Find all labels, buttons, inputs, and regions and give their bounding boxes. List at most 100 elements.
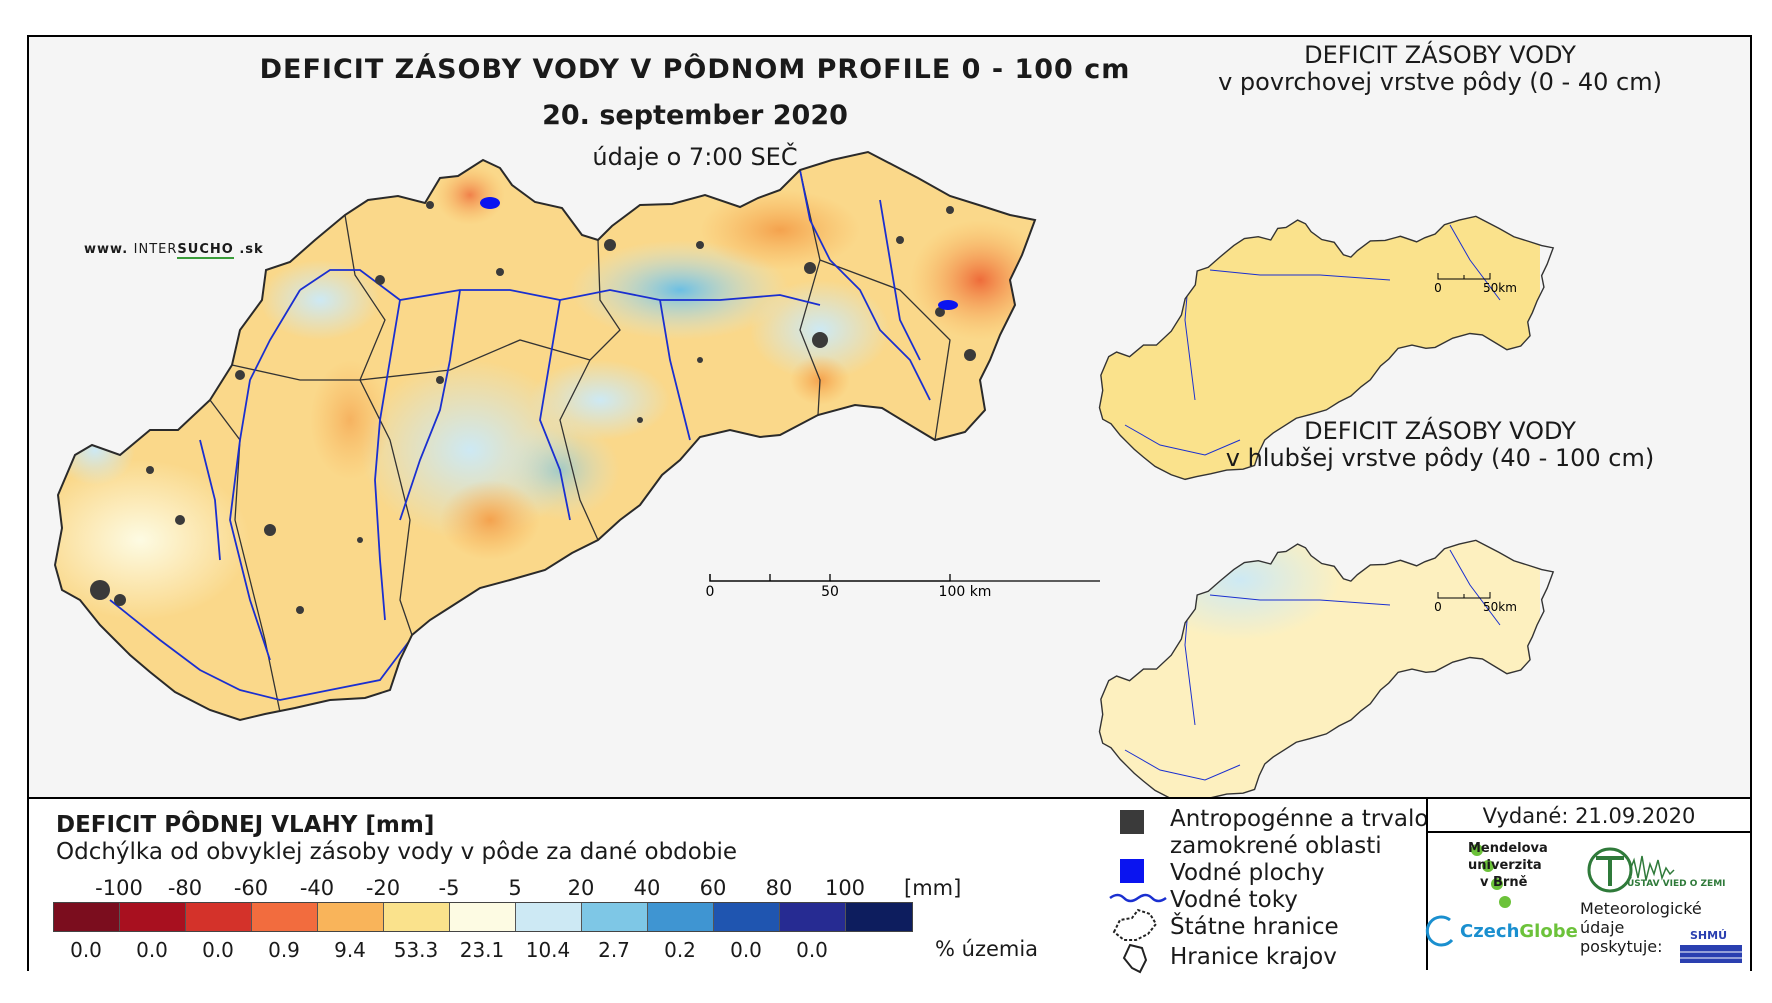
legend-swatch: [54, 903, 120, 931]
anthropogenic-label-line2: zamokrené oblasti: [1170, 833, 1382, 859]
credits-divider: [1426, 797, 1428, 970]
legend-bin-label: -100: [95, 876, 143, 900]
stream-symbol: [1109, 893, 1167, 903]
legend-bin-label: 100: [824, 876, 866, 900]
legend-title: DEFICIT PÔDNEJ VLAHY [mm]: [56, 812, 435, 838]
legend-bin-label: -60: [233, 876, 269, 900]
legend-bin-label: 20: [567, 876, 595, 900]
legend-percentage: 23.1: [459, 938, 505, 962]
legend-bin-label: 80: [765, 876, 793, 900]
czechglobe-part1: Czech: [1460, 921, 1520, 942]
legend-bin-label: 60: [699, 876, 727, 900]
legend-swatch: [450, 903, 516, 931]
inset-top-scale-50: 50km: [1483, 281, 1517, 295]
czechglobe-logo-text: CzechGlobe: [1460, 921, 1578, 942]
legend-percentage: 53.3: [393, 938, 439, 962]
meteo-line3: poskytuje:: [1580, 937, 1663, 956]
legend-percentage: 0.0: [796, 938, 828, 962]
state-border-label: Štátne hranice: [1170, 914, 1339, 940]
website-label: www. INTERSUCHO .sk: [84, 242, 264, 259]
legend-swatch: [252, 903, 318, 931]
legend-percentage: 0.0: [70, 938, 102, 962]
meteo-credit: Meteorologické údaje poskytuje:: [1580, 899, 1702, 956]
inset-bottom-title-line2: v hlubšej vrstve pôdy (40 - 100 cm): [1225, 444, 1655, 472]
inset-bottom-scale-bar: [1437, 592, 1491, 599]
inset-top-title: DEFICIT ZÁSOBY VODY v povrchovej vrstve …: [1200, 42, 1680, 96]
legend-bin-label: -40: [299, 876, 335, 900]
legend-swatch: [582, 903, 648, 931]
legend-bin-label: -5: [438, 876, 460, 900]
inset-bottom-scale-0: 0: [1434, 600, 1442, 614]
legend-swatch: [780, 903, 846, 931]
main-scale-50: 50: [821, 584, 839, 600]
mendel-line2: univerzita: [1468, 858, 1542, 873]
inset-top-scale-0: 0: [1434, 281, 1442, 295]
legend-percentage: 0.9: [268, 938, 300, 962]
inset-top-title-line2: v povrchovej vrstve pôdy (0 - 40 cm): [1218, 68, 1662, 96]
anthropogenic-areas: [90, 201, 976, 614]
legend-percentage: 0.0: [730, 938, 762, 962]
legend-percentage: 2.7: [598, 938, 630, 962]
main-scale-100: 100 km: [939, 584, 992, 600]
anthropogenic-symbol: [1120, 810, 1144, 834]
website-prefix: www.: [84, 242, 129, 257]
inset-bottom-title: DEFICIT ZÁSOBY VODY v hlubšej vrstve pôd…: [1200, 418, 1680, 472]
rivers: [109, 169, 931, 701]
legend-bin-label: -20: [365, 876, 401, 900]
legend-swatch: [516, 903, 582, 931]
inset-bottom-scale-50: 50km: [1483, 600, 1517, 614]
main-title: DEFICIT ZÁSOBY VODY V PÔDNOM PROFILE 0 -…: [259, 54, 1131, 85]
legend-swatches: [53, 902, 913, 932]
legend-bin-label: 5: [508, 876, 522, 900]
mendel-logo-dots: [1471, 844, 1511, 908]
water-body-label: Vodné plochy: [1170, 860, 1325, 886]
legend-swatch: [318, 903, 384, 931]
legend-area: [29, 797, 1750, 971]
legend-swatch: [648, 903, 714, 931]
uvz-logo: [1587, 847, 1675, 893]
uvz-logo-text: ÚSTAV VIED O ZEMI: [1627, 879, 1726, 889]
meteo-line1: Meteorologické: [1580, 899, 1702, 918]
stream-label: Vodné toky: [1170, 887, 1298, 913]
legend-swatch: [384, 903, 450, 931]
shmu-logo: [1680, 945, 1742, 963]
main-scale-bar: [709, 574, 1100, 582]
shmu-logo-text: SHMÚ: [1690, 929, 1728, 942]
website-brand-bold: SUCHO: [177, 242, 234, 259]
czechglobe-logo: [1425, 915, 1454, 947]
legend-percentage: 0.0: [202, 938, 234, 962]
state-border-symbol: [1112, 908, 1158, 941]
legend-percentage: 0.0: [136, 938, 168, 962]
meteo-line2: údaje: [1580, 918, 1625, 937]
main-date: 20. september 2020: [542, 100, 848, 131]
mendel-line3: v Brně: [1480, 875, 1528, 890]
main-time-note: údaje o 7:00 SEČ: [592, 143, 798, 171]
website-brand: INTER: [133, 242, 178, 257]
water-body-symbol: [1120, 859, 1144, 883]
region-border-label: Hranice krajov: [1170, 944, 1337, 970]
region-border-symbol: [1122, 943, 1148, 974]
legend-subtitle: Odchýlka od obvyklej zásoby vody v pôde …: [56, 839, 737, 865]
inset-bottom-title-line1: DEFICIT ZÁSOBY VODY: [1304, 417, 1576, 445]
anthropogenic-label-line1: Antropogénne a trvalo: [1170, 806, 1429, 832]
legend-swatch: [846, 903, 912, 931]
main-scale-0: 0: [706, 584, 715, 600]
mendel-logo-text: Mendelova univerzita v Brně: [1468, 840, 1548, 891]
legend-unit: [mm]: [904, 876, 962, 900]
mendel-line1: Mendelova: [1468, 841, 1548, 856]
legend-bin-label: -80: [167, 876, 203, 900]
czechglobe-part2: Globe: [1519, 921, 1578, 942]
legend-percentage: 10.4: [525, 938, 571, 962]
legend-bin-label: 40: [633, 876, 661, 900]
legend-swatch: [714, 903, 780, 931]
legend-percentage: 0.2: [664, 938, 696, 962]
issued-date: Vydané: 21.09.2020: [1428, 801, 1750, 833]
website-suffix: .sk: [239, 242, 264, 257]
legend-percent-unit: % územia: [935, 937, 1039, 961]
legend-swatch: [120, 903, 186, 931]
inset-top-title-line1: DEFICIT ZÁSOBY VODY: [1304, 41, 1576, 69]
legend-percentage: 9.4: [334, 938, 366, 962]
